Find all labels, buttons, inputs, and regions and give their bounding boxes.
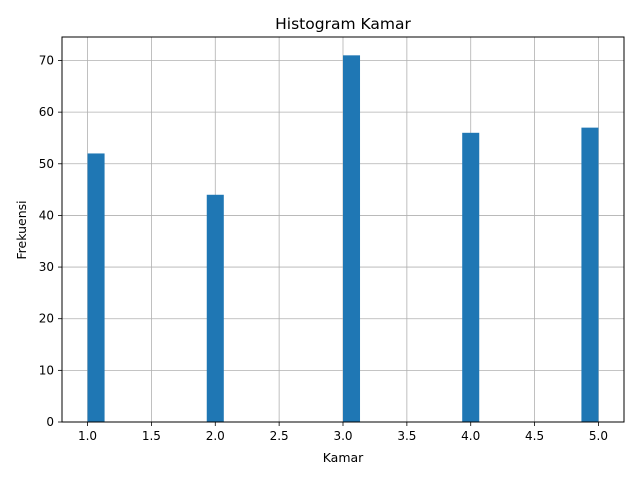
x-tick-label: 3.5: [397, 429, 416, 443]
y-tick-label: 70: [39, 53, 54, 67]
histogram-bar: [206, 194, 224, 422]
x-tick-label: 4.0: [461, 429, 480, 443]
y-tick-label: 0: [46, 415, 54, 429]
y-tick-label: 50: [39, 157, 54, 171]
x-tick-label: 5.0: [589, 429, 608, 443]
x-tick-label: 1.5: [142, 429, 161, 443]
y-tick-label: 40: [39, 208, 54, 222]
x-tick-label: 4.5: [525, 429, 544, 443]
histogram-bar: [462, 132, 480, 422]
chart-title: Histogram Kamar: [275, 15, 411, 33]
x-tick-label: 2.0: [206, 429, 225, 443]
histogram-bars: [87, 55, 599, 423]
y-tick-label: 10: [39, 363, 54, 377]
y-tick-label: 60: [39, 105, 54, 119]
y-tick-label: 30: [39, 260, 54, 274]
x-tick-label: 3.0: [333, 429, 352, 443]
x-tick-label: 2.5: [270, 429, 289, 443]
histogram-bar: [581, 127, 599, 423]
x-axis-ticks: 1.0 1.5 2.0 2.5 3.0 3.5 4.0 4.5 5.0: [78, 422, 608, 443]
x-tick-label: 1.0: [78, 429, 97, 443]
y-axis-label: Frekuensi: [14, 200, 29, 259]
histogram-bar: [343, 55, 361, 422]
x-axis-label: Kamar: [323, 450, 364, 465]
y-axis-ticks: 0 10 20 30 40 50 60 70: [39, 53, 62, 429]
histogram-bar: [87, 153, 105, 423]
y-tick-label: 20: [39, 312, 54, 326]
